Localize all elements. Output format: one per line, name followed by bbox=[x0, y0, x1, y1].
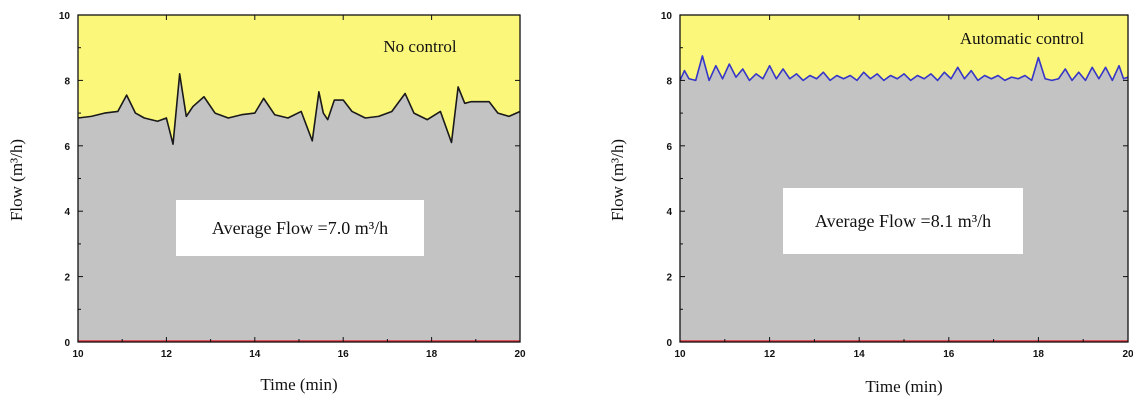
y-tick-label: 10 bbox=[59, 11, 71, 22]
x-tick-label: 14 bbox=[854, 349, 866, 360]
chart-panel-no-control: 10 12 14 16 18 20 0 2 4 6 8 10 Time (min) Flow (m³/h)… bbox=[0, 0, 560, 400]
chart-svg-automatic-control: 10 12 14 16 18 20 0 2 4 6 8 10 Time (min) Flow (m³/h)… bbox=[608, 11, 1133, 396]
chart-svg-no-control: 10 12 14 16 18 20 0 2 4 6 8 10 Time (min) Flow (m³/h)… bbox=[7, 11, 526, 394]
y-tick-label: 6 bbox=[64, 142, 70, 153]
y-tick-label: 0 bbox=[666, 338, 672, 349]
x-tick-label: 14 bbox=[249, 349, 261, 360]
y-tick-label: 4 bbox=[64, 207, 70, 218]
x-tick-label: 20 bbox=[514, 349, 526, 360]
average-flow-box bbox=[176, 200, 424, 256]
y-tick-label: 2 bbox=[666, 273, 672, 284]
y-tick-label: 6 bbox=[666, 142, 672, 153]
x-axis-label: Time (min) bbox=[260, 375, 337, 394]
average-flow-box bbox=[783, 188, 1023, 254]
average-flow-text: Average Flow =7.0 m³/h bbox=[212, 218, 388, 238]
average-flow-text: Average Flow =8.1 m³/h bbox=[815, 211, 991, 231]
x-tick-label: 16 bbox=[943, 349, 955, 360]
y-tick-label: 8 bbox=[666, 76, 672, 87]
y-tick-label: 0 bbox=[64, 338, 70, 349]
flow-series-line bbox=[679, 55, 1129, 82]
legend-box bbox=[933, 20, 1111, 56]
legend-box bbox=[360, 28, 480, 64]
chart-panel-automatic-control: 10 12 14 16 18 20 0 2 4 6 8 10 Time (min) Flow (m³/h)… bbox=[573, 0, 1133, 400]
legend-text: Automatic control bbox=[960, 29, 1084, 48]
y-tick-label: 10 bbox=[661, 11, 673, 22]
y-tick-label: 4 bbox=[666, 207, 672, 218]
x-tick-label: 12 bbox=[161, 349, 173, 360]
x-tick-label: 20 bbox=[1122, 349, 1133, 360]
y-axis-label: Flow (m³/h) bbox=[7, 139, 26, 221]
flow-series-line bbox=[77, 73, 521, 145]
x-tick-label: 16 bbox=[338, 349, 350, 360]
x-tick-label: 10 bbox=[674, 349, 686, 360]
x-tick-label: 10 bbox=[72, 349, 84, 360]
x-tick-label: 18 bbox=[1033, 349, 1045, 360]
legend-text: No control bbox=[383, 37, 456, 56]
y-tick-label: 8 bbox=[64, 76, 70, 87]
y-axis-label: Flow (m³/h) bbox=[608, 139, 627, 221]
x-tick-label: 18 bbox=[426, 349, 438, 360]
x-tick-label: 12 bbox=[764, 349, 776, 360]
y-tick-label: 2 bbox=[64, 273, 70, 284]
x-axis-label: Time (min) bbox=[865, 377, 942, 396]
